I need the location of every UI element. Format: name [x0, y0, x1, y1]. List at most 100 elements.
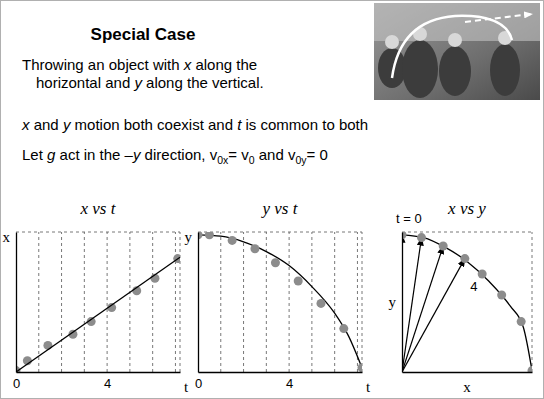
curve [198, 235, 362, 368]
statement-text: x and y motion both coexist and t is com… [21, 116, 368, 133]
photo-throw-arrow [465, 14, 532, 22]
annotation: t = 0 [396, 211, 422, 226]
text-run: coexist [153, 116, 205, 133]
panel: y vs t04ty [185, 199, 372, 395]
x-axis-title: t [184, 379, 189, 395]
y-axis-title: y [185, 229, 193, 245]
x-tick-label: 4 [104, 376, 111, 391]
text-run: v [284, 146, 296, 163]
text-run: to [318, 116, 335, 133]
x-axis-title: x [463, 379, 471, 395]
x-axis-line [17, 372, 181, 373]
grid-line [84, 232, 85, 372]
grid-line [334, 232, 335, 372]
text-run: Throwing [22, 56, 84, 73]
photo-head [448, 33, 462, 47]
text-run: and [30, 116, 59, 133]
data-point [228, 236, 237, 245]
slide-frame [1, 1, 544, 399]
text-run: is [241, 116, 256, 133]
annotation: 4 [470, 279, 477, 294]
data-point [43, 341, 52, 350]
photo-background [374, 3, 540, 100]
x-tick: 0 [195, 372, 202, 391]
position-vector [402, 238, 422, 372]
text-run: both [335, 116, 368, 133]
text-run: motion [70, 116, 119, 133]
marks [402, 232, 532, 372]
grid-line [61, 232, 62, 372]
panel-title: x vs t [80, 199, 117, 218]
x-tick: 4 [286, 372, 293, 391]
y-axis-title: x [3, 229, 11, 245]
x-tick: 0 [13, 372, 20, 391]
photo-figure [402, 40, 438, 98]
slide-title: Special Case [91, 25, 196, 44]
text-run: with [149, 56, 180, 73]
data-point [205, 232, 214, 239]
x-axis-title: t [366, 379, 371, 395]
photo-head [385, 35, 399, 49]
photo-figure [378, 48, 406, 88]
data-point [439, 242, 448, 251]
marks [16, 254, 180, 372]
intro-text: horizontal and y along the vertical. [36, 74, 264, 91]
text-run: = [228, 146, 237, 163]
frame-right [532, 232, 533, 372]
text-run: v [237, 146, 249, 163]
grid-line [357, 232, 358, 372]
text-run: both [120, 116, 153, 133]
x-axis-line [403, 372, 533, 373]
data-point [271, 258, 280, 267]
position-vector [402, 259, 465, 372]
x-tick-label: 0 [13, 376, 20, 391]
text-run: 0y [295, 154, 307, 166]
frame-top [402, 232, 532, 233]
text-run: in [80, 146, 96, 163]
text-run: along [191, 56, 232, 73]
data-point [294, 277, 303, 286]
data-point [460, 254, 469, 263]
panel: x vs t04tx [3, 199, 190, 395]
y-axis-line [16, 233, 17, 373]
data-point [517, 317, 526, 326]
photo-figure [490, 44, 520, 96]
text-run: along [142, 74, 183, 91]
text-run: direction, [140, 146, 205, 163]
text-run: 0x [217, 154, 229, 166]
x-axis: 04 [13, 372, 181, 391]
text-run: the [95, 146, 120, 163]
text-run: horizontal [36, 74, 101, 91]
x-axis: 04 [195, 372, 363, 391]
x-tick-label: 0 [195, 376, 202, 391]
data-point [358, 363, 363, 372]
text-run: object [105, 56, 150, 73]
photo-figure [439, 46, 471, 96]
text-run: the [183, 74, 208, 91]
data-point [317, 299, 326, 308]
y-axis-title: y [389, 294, 397, 310]
text-run: common [256, 116, 318, 133]
grid-line [243, 232, 244, 372]
grid-line [129, 232, 130, 372]
statement-text: Let g act in the –y direction, v0x= v0 a… [22, 146, 328, 166]
text-run: 0 [315, 146, 328, 163]
annotation-background [469, 279, 478, 294]
frame-top [198, 232, 362, 233]
grid-line [266, 232, 267, 372]
frame-right [362, 232, 363, 372]
grid-line [289, 232, 290, 372]
data-point [339, 324, 348, 333]
text-run: Let [22, 146, 44, 163]
marks [198, 232, 362, 372]
grid-line [152, 232, 153, 372]
text-run: = [307, 146, 316, 163]
text-run: act [55, 146, 80, 163]
text-run: – [120, 146, 133, 163]
grid-line [175, 232, 176, 372]
curve [16, 257, 180, 372]
frame-right [180, 232, 181, 372]
intro-text: Throwing an object with x along the [22, 56, 257, 73]
grid-line [311, 232, 312, 372]
text-run: an [84, 56, 105, 73]
